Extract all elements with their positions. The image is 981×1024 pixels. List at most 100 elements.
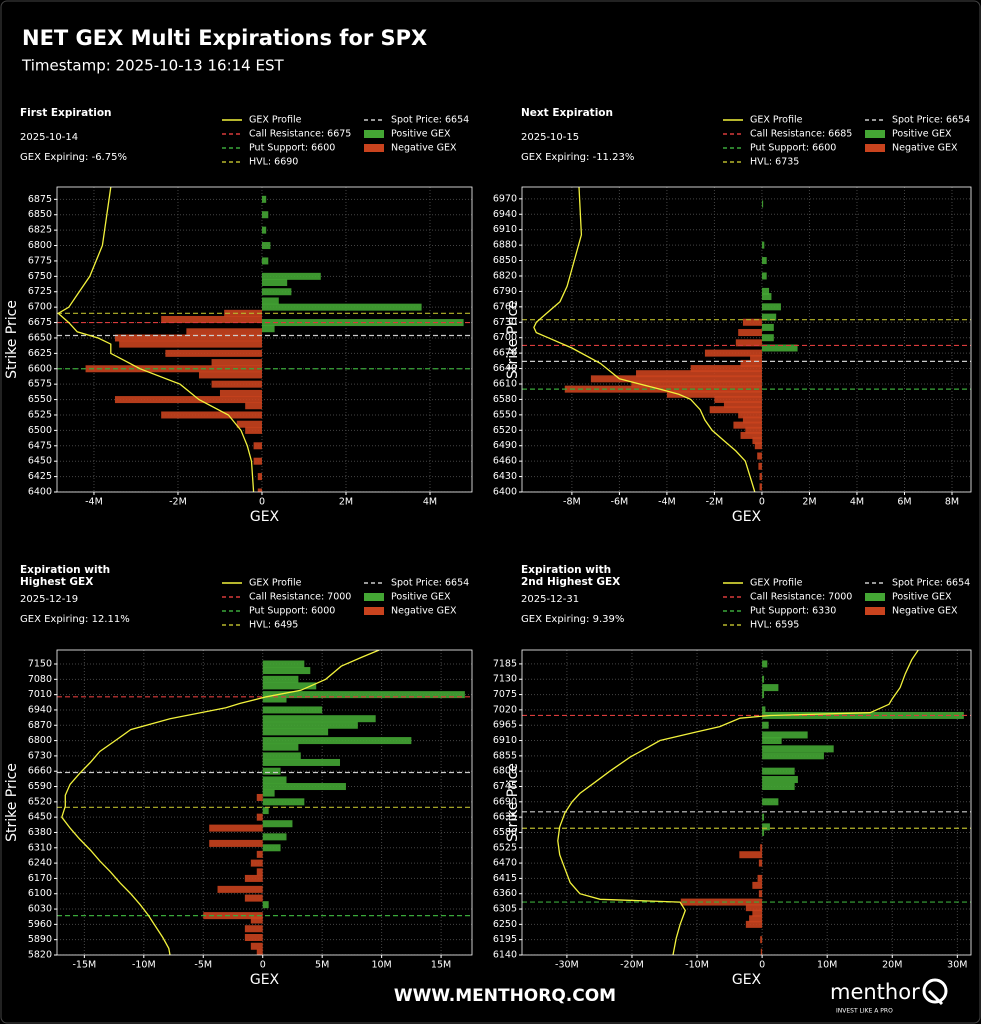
y-tick-label: 6700	[28, 302, 52, 313]
y-tick-label: 6940	[28, 704, 52, 715]
y-tick-label: 6250	[493, 919, 517, 930]
legend-label: Call Resistance: 6675	[249, 129, 351, 140]
gex-bar	[760, 936, 763, 944]
gex-expiring: GEX Expiring: -6.75%	[20, 152, 127, 163]
gex-bar	[256, 868, 263, 876]
gex-bar	[217, 885, 263, 893]
x-tick-label: 10M	[817, 960, 837, 971]
gex-bar	[762, 752, 824, 760]
y-tick-label: 6475	[28, 440, 52, 451]
gex-bar	[762, 684, 779, 692]
y-axis-label: Strike Price	[4, 763, 20, 842]
gex-bar	[749, 915, 763, 923]
gex-bar	[761, 241, 765, 249]
gex-bar	[752, 437, 762, 445]
gex-profile	[57, 187, 255, 492]
gex-bar	[762, 731, 808, 739]
y-tick-label: 6100	[28, 888, 52, 899]
y-tick-label: 6360	[493, 888, 517, 899]
y-tick-label: 6580	[493, 394, 517, 405]
gex-bar	[590, 375, 762, 383]
y-tick-label: 6790	[493, 286, 517, 297]
gex-bar	[761, 303, 781, 311]
gex-bar	[244, 925, 263, 933]
gex-bar	[250, 916, 263, 924]
gex-bar	[742, 318, 762, 326]
y-tick-label: 6195	[493, 934, 517, 945]
gex-bar	[762, 782, 795, 790]
gex-bar	[762, 660, 768, 668]
gex-bar	[758, 462, 762, 470]
panel-title: 2nd Highest GEX	[521, 576, 620, 588]
x-axis-label: GEX	[732, 509, 762, 525]
legend: GEX Profile Call Resistance: 7000 Put Supp…	[222, 578, 469, 631]
y-tick-label: 7075	[493, 689, 517, 700]
gex-bar	[761, 272, 767, 280]
x-tick-label: -10M	[132, 960, 156, 971]
y-tick-label: 6635	[493, 812, 517, 823]
gex-bar	[760, 844, 763, 852]
y-tick-label: 6850	[28, 209, 52, 220]
gex-bar	[261, 325, 275, 333]
plot-frame	[56, 649, 473, 956]
gex-bar	[738, 411, 762, 419]
legend-label: Positive GEX	[892, 129, 952, 140]
gex-bar	[262, 752, 301, 760]
y-tick-label: 6520	[28, 796, 52, 807]
y-tick-label: 6855	[493, 750, 517, 761]
x-tick-label: 0	[259, 497, 265, 508]
gex-bar	[262, 798, 305, 806]
y-tick-label: 6875	[28, 194, 52, 205]
y-tick-label: 6470	[493, 858, 517, 869]
gex-bar	[631, 380, 762, 388]
gex-bar	[740, 359, 762, 367]
gex-bar	[759, 483, 762, 491]
gex-bar	[762, 745, 834, 753]
gex-bar	[236, 420, 262, 428]
gex-bar	[244, 894, 263, 902]
legend-label: Spot Price: 6654	[892, 578, 970, 589]
gex-bar	[762, 776, 798, 784]
gex-bar	[262, 783, 346, 791]
y-tick-label: 6730	[493, 317, 517, 328]
x-tick-label: -5M	[194, 960, 212, 971]
gex-bar	[262, 728, 329, 736]
gex-bar	[261, 257, 269, 265]
gex-bar	[761, 344, 798, 352]
y-tick-label: 6660	[28, 766, 52, 777]
legend-label: HVL: 6690	[249, 157, 298, 168]
x-tick-label: 2M	[339, 497, 353, 508]
y-tick-label: 7130	[493, 674, 517, 685]
y-tick-label: 6800	[493, 766, 517, 777]
y-tick-label: 6400	[28, 487, 52, 498]
x-tick-label: 5M	[315, 960, 329, 971]
gex-bar	[262, 682, 317, 690]
y-tick-label: 6310	[28, 842, 52, 853]
legend-label: Negative GEX	[892, 606, 958, 617]
y-tick-label: 7010	[28, 689, 52, 700]
gex-bar	[666, 390, 762, 398]
gex-bar	[245, 402, 262, 410]
gex-bar	[762, 823, 770, 831]
y-tick-label: 6525	[493, 842, 517, 853]
legend-label: Spot Price: 6654	[391, 115, 469, 126]
gex-profile	[557, 650, 919, 955]
y-tick-label: 6575	[28, 379, 52, 390]
y-tick-label: 6460	[493, 456, 517, 467]
gex-bar	[262, 807, 269, 815]
gex-bar	[758, 859, 763, 867]
gex-bar	[262, 758, 341, 766]
gex-bar	[262, 833, 287, 841]
gex-bar	[114, 396, 262, 404]
gex-bar	[740, 431, 762, 439]
y-tick-label: 6170	[28, 873, 52, 884]
plot	[522, 187, 971, 492]
gex-bar	[250, 859, 263, 867]
gex-bar	[745, 904, 763, 912]
gex-bar	[250, 942, 263, 950]
y-tick-label: 6580	[493, 827, 517, 838]
gex-bar	[733, 421, 762, 429]
tagline: INVEST LIKE A PRO	[836, 1008, 893, 1015]
gex-bar	[186, 328, 262, 336]
